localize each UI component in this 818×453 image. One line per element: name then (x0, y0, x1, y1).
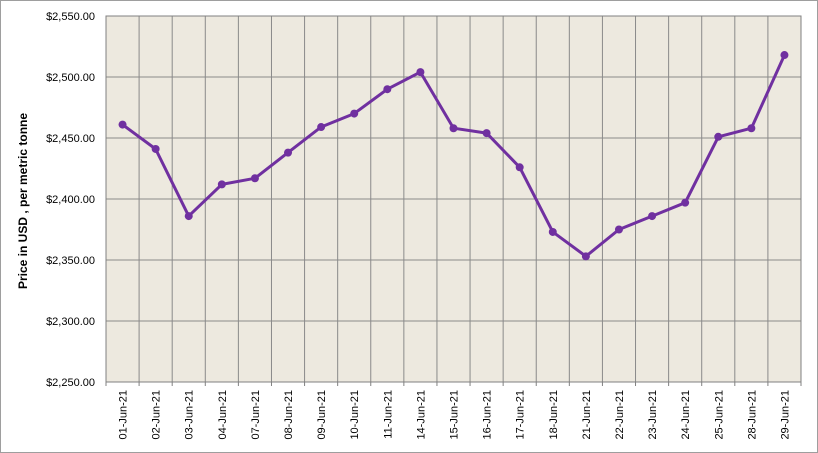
y-tick-label: $2,400.00 (46, 194, 95, 206)
y-tick-label: $2,300.00 (46, 316, 95, 328)
data-point (250, 174, 259, 183)
x-tick-label: 03-Jun-21 (184, 390, 196, 440)
y-tick-label: $2,550.00 (46, 11, 95, 23)
x-tick-label: 01-Jun-21 (118, 390, 130, 440)
data-point (118, 120, 127, 129)
x-tick-label: 18-Jun-21 (548, 390, 560, 440)
data-point (184, 212, 193, 221)
series-layer (118, 51, 789, 261)
data-point (416, 68, 425, 77)
x-tick-label: 29-Jun-21 (779, 390, 791, 440)
x-tick-label: 02-Jun-21 (151, 390, 163, 440)
data-point (614, 225, 623, 234)
y-axis-tick-labels: $2,250.00 $2,300.00 $2,350.00 $2,400.00 $2,4… (46, 11, 95, 389)
x-tick-label: 08-Jun-21 (283, 390, 295, 440)
data-point (747, 124, 756, 133)
x-axis-tick-labels: 01-Jun-21 02-Jun-21 03-Jun-21 04-Jun-21 07-J… (118, 390, 792, 440)
data-point (284, 148, 293, 157)
x-tick-label: 25-Jun-21 (713, 390, 725, 440)
data-point (482, 129, 491, 138)
data-point (714, 132, 723, 141)
data-point (648, 212, 657, 221)
data-point (317, 123, 326, 132)
data-point (515, 163, 524, 172)
x-tick-label: 28-Jun-21 (746, 390, 758, 440)
x-tick-label: 16-Jun-21 (482, 390, 494, 440)
x-tick-label: 15-Jun-21 (449, 390, 461, 440)
data-point (548, 227, 557, 236)
x-tick-label: 11-Jun-21 (382, 390, 394, 439)
data-point (217, 180, 226, 189)
x-tick-label: 09-Jun-21 (316, 390, 328, 440)
x-tick-label: 14-Jun-21 (415, 390, 427, 440)
x-tick-label: 21-Jun-21 (581, 390, 593, 440)
x-tick-label: 24-Jun-21 (680, 390, 692, 440)
plot-border (105, 15, 802, 383)
y-tick-label: $2,450.00 (46, 133, 95, 145)
data-point (681, 198, 690, 207)
x-tick-label: 22-Jun-21 (614, 390, 626, 440)
data-point (350, 109, 359, 118)
data-point (449, 124, 458, 133)
y-tick-label: $2,250.00 (46, 377, 95, 389)
y-tick-label: $2,350.00 (46, 255, 95, 267)
x-tick-label: 23-Jun-21 (647, 390, 659, 440)
y-tick-label: $2,500.00 (46, 72, 95, 84)
x-tick-label: 17-Jun-21 (515, 390, 527, 440)
data-point (581, 252, 590, 261)
data-point (151, 144, 160, 153)
x-tick-label: 04-Jun-21 (217, 390, 229, 440)
data-point (780, 51, 789, 60)
data-point (383, 85, 392, 94)
x-tick-label: 10-Jun-21 (349, 390, 361, 440)
x-tick-label: 07-Jun-21 (250, 390, 262, 440)
y-axis-label: Price in USD , per metric tonne (16, 113, 30, 289)
